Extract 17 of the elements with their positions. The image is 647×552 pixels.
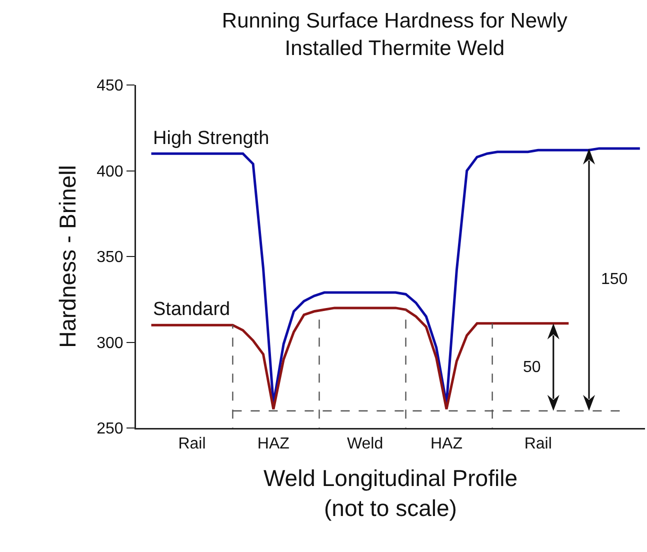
y-tick-label: 300 — [96, 334, 124, 352]
x-axis-title: Weld Longitudinal Profile (not to scale) — [263, 465, 518, 521]
x-tick-label: Weld — [346, 436, 384, 453]
y-tick-label: 400 — [96, 163, 124, 180]
series-label: High Strength — [153, 128, 270, 149]
y-tick-label: 250 — [96, 420, 124, 438]
y-axis-title: Hardness - Brinell — [54, 165, 80, 348]
y-tick-label: 450 — [96, 78, 124, 95]
x-tick-label: HAZ — [257, 436, 290, 453]
x-tick-label: Rail — [178, 436, 206, 453]
x-tick-label: Rail — [524, 436, 552, 453]
annotation: 50 — [523, 359, 541, 376]
chart-title: Running Surface Hardness for Newly Installed Thermite Weld — [222, 10, 568, 60]
y-tick-label: 350 — [96, 249, 124, 266]
x-tick-label: HAZ — [430, 436, 463, 453]
annotation: 150 — [601, 271, 628, 288]
series-label: Standard — [153, 299, 230, 320]
